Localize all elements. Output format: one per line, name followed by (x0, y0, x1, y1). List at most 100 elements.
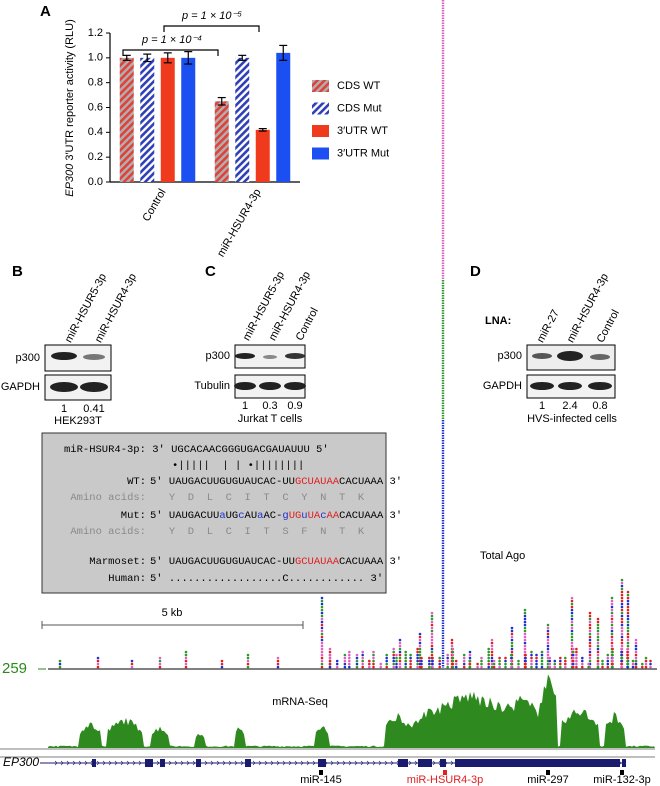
band (80, 382, 108, 392)
ago-read (430, 650, 434, 654)
ago-read (546, 650, 550, 654)
ago-read (480, 659, 483, 663)
ago-read (540, 662, 544, 666)
ago-read (320, 635, 324, 639)
track-max: 259 (2, 660, 27, 677)
pairing: •||||| | | •|||||||| (172, 460, 304, 472)
ago-read (276, 656, 280, 660)
ago-read (596, 641, 600, 645)
ago-read (490, 662, 494, 666)
ago-read (510, 626, 514, 630)
ago-read (372, 650, 375, 654)
sequence-line-label: WT: (127, 476, 146, 488)
ago-read (320, 599, 324, 603)
ago-read (328, 662, 332, 666)
ago-read (431, 659, 434, 663)
mirna-label: miR-HSUR4-3p (407, 774, 483, 786)
ago-read (430, 611, 434, 615)
ago-read (430, 629, 434, 633)
ago-read (328, 656, 332, 660)
ago-read (626, 599, 630, 603)
ago-read (416, 659, 419, 663)
ago-read (634, 641, 638, 645)
ago-read (409, 665, 412, 669)
ago-read (361, 656, 365, 660)
sequence-segment: Y D L C I T C Y N T K (150, 492, 365, 504)
ago-read (546, 629, 550, 633)
legend-swatch (312, 147, 329, 160)
ago-read (446, 656, 450, 660)
ago-read (428, 659, 431, 663)
ago-read (490, 650, 494, 654)
ago-read (620, 629, 624, 633)
ago-read (438, 662, 442, 666)
ago-read (454, 665, 458, 669)
sequence-segment: 5′ UAUGACUUGUGUAUCAC-UU (150, 556, 295, 568)
ago-read (320, 614, 324, 618)
sequence-segment: AC- (263, 510, 282, 522)
ago-read (634, 659, 638, 663)
band (284, 382, 306, 390)
legend-label: CDS Mut (337, 102, 382, 114)
ago-read (626, 647, 629, 651)
ago-read (450, 644, 454, 648)
sequence-segment: c (238, 510, 244, 522)
ago-read (348, 659, 351, 663)
ago-read (468, 659, 472, 663)
ago-read (368, 665, 371, 669)
ago-read (184, 653, 188, 657)
ago-read (328, 647, 332, 651)
ago-read (451, 656, 455, 660)
ago-read (535, 656, 538, 660)
blot-row-label: p300 (16, 352, 40, 364)
ago-read (610, 632, 614, 636)
ago-read (487, 659, 491, 663)
ago-read (430, 620, 434, 624)
ago-read (398, 662, 402, 666)
ago-read (570, 608, 574, 612)
ago-read (430, 653, 434, 657)
ago-read (570, 638, 574, 642)
ago-read (504, 659, 507, 663)
ago-read (626, 644, 630, 648)
ago-read (492, 662, 496, 666)
ago-read (620, 653, 623, 657)
ago-read (492, 665, 496, 669)
sequence-line: 5′ UAUGACUUaUGcAUaAC-gUGuUAcAACACUAAA 3′ (150, 510, 402, 522)
ago-read (490, 647, 494, 651)
ago-read (610, 629, 614, 633)
band (557, 351, 583, 361)
ago-read (546, 647, 550, 651)
y-tick-label: 1.0 (88, 52, 103, 64)
ago-read (570, 644, 574, 648)
ago-read (58, 659, 62, 663)
sequence-segment: GCUAUAA (295, 476, 340, 488)
ago-read (611, 653, 614, 657)
ago-read (546, 656, 550, 660)
ago-read (524, 665, 527, 669)
ago-read (420, 656, 423, 660)
ago-read (355, 659, 359, 663)
ago-read (379, 665, 383, 669)
ago-read (462, 653, 466, 657)
ago-read (385, 653, 389, 657)
ago-read (626, 656, 629, 660)
ago-read (320, 632, 324, 636)
ago-read (626, 614, 630, 618)
ago-read (343, 662, 347, 666)
ago-read (409, 656, 412, 660)
quant: 1 (539, 400, 545, 412)
ago-read (328, 650, 332, 654)
ago-read (641, 665, 644, 669)
p-value: p = 1 × 10⁻⁴ (141, 34, 202, 46)
ago-read (546, 638, 550, 642)
ago-read (517, 659, 520, 663)
quant: 2.4 (562, 400, 577, 412)
ago-read (626, 611, 630, 615)
ago-read (446, 665, 450, 669)
ago-read (184, 662, 188, 666)
ago-read (644, 662, 648, 666)
ago-read (601, 662, 604, 666)
ago-read (510, 650, 514, 654)
ago-read (644, 656, 648, 660)
